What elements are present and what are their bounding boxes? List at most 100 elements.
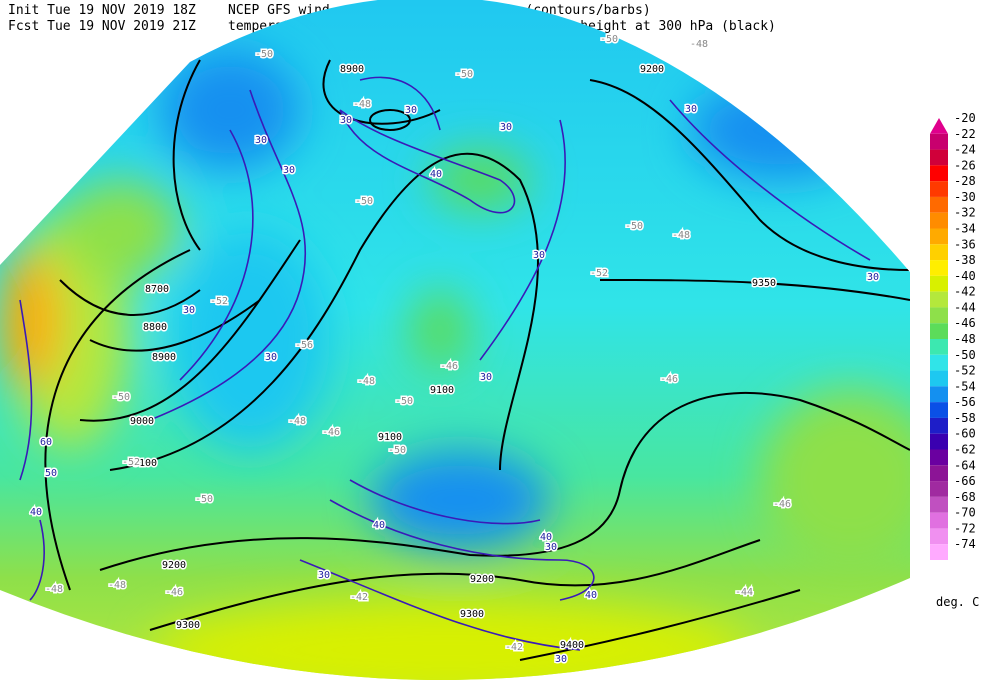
legend-label: -28 — [954, 174, 976, 188]
legend-label: -46 — [954, 316, 976, 330]
color-legend: -20 -22 -24-26 -28 -30 -32 -34-36 -38 -40 -42-44 -… — [930, 111, 979, 609]
height-label: 8900 — [340, 64, 364, 75]
temperature-label: -50 — [395, 396, 413, 407]
temperature-label: -50 — [355, 196, 373, 207]
temperature-label: -46 — [660, 374, 678, 385]
temperature-label: -56 — [295, 340, 313, 351]
wind-label: 30 — [500, 122, 512, 133]
temperature-label: -48 — [108, 580, 126, 591]
legend-label: -66 — [954, 474, 976, 488]
legend-swatch — [930, 481, 948, 497]
temperature-label: -48 — [45, 584, 63, 595]
temperature-label: -46 — [773, 499, 791, 510]
wind-label: 30 — [318, 570, 330, 581]
height-label: 9100 — [378, 432, 402, 443]
legend-label: -26 — [954, 158, 976, 172]
height-label: 9400 — [560, 640, 584, 651]
legend-swatch — [930, 465, 948, 482]
temperature-label: -42 — [505, 642, 523, 653]
legend-label: -42 — [954, 285, 976, 299]
legend-label: -74 — [954, 537, 976, 551]
wind-label: 30 — [685, 104, 697, 115]
wind-label: 30 — [555, 654, 567, 665]
legend-label: -38 — [954, 253, 976, 267]
legend-swatch — [930, 291, 948, 308]
legend-label: -22 — [954, 127, 976, 141]
legend-swatch — [930, 228, 948, 245]
legend-label: -44 — [954, 300, 976, 314]
temperature-label: -52 — [122, 457, 140, 468]
wind-label: 30 — [340, 115, 352, 126]
wind-contours — [19, 76, 871, 651]
legend-swatch — [930, 323, 948, 339]
legend-swatch — [930, 118, 948, 134]
legend-swatch — [930, 149, 948, 166]
height-label: 8800 — [143, 322, 167, 333]
legend-swatch — [930, 417, 948, 434]
legend-swatch — [930, 181, 948, 197]
legend-swatch — [930, 165, 948, 182]
legend-label: -64 — [954, 458, 976, 472]
temperature-label: -48 — [672, 230, 690, 241]
temperature-label: -48 — [690, 39, 708, 50]
wind-label: 30 — [405, 105, 417, 116]
wind-label: 30 — [283, 165, 295, 176]
legend-label: -20 — [954, 111, 976, 125]
height-contours — [44, 59, 910, 661]
wind-label: 40 — [585, 590, 597, 601]
forecast-time: Fcst Tue 19 NOV 2019 21Z — [8, 19, 196, 34]
temperature-label: -50 — [255, 49, 273, 60]
wind-label: 40 — [30, 507, 42, 518]
temperature-label: -46 — [165, 587, 183, 598]
legend-swatch — [930, 402, 948, 418]
legend-swatch — [930, 370, 948, 387]
temperature-label: -48 — [288, 416, 306, 427]
temperature-label: -50 — [195, 494, 213, 505]
legend-label: -40 — [954, 269, 976, 283]
legend-swatch — [930, 339, 948, 355]
temperature-label: -50 — [600, 34, 618, 45]
wind-label: 30 — [255, 135, 267, 146]
height-label: 9200 — [640, 64, 664, 75]
legend-swatch — [930, 244, 948, 261]
wind-label: 30 — [183, 305, 195, 316]
legend-swatch — [930, 544, 948, 560]
legend-label: -68 — [954, 490, 976, 504]
contour-labels: 8700 8800 8900 9000 9100 9200 9300 9400 9350 9200… — [29, 33, 881, 667]
legend-label: -62 — [954, 443, 976, 457]
wind-label: 40 — [430, 169, 442, 180]
height-label: 9200 — [470, 574, 494, 585]
height-label: 9300 — [176, 620, 200, 631]
height-label: 9200 — [162, 560, 186, 571]
legend-label: -72 — [954, 521, 976, 535]
legend-label: -48 — [954, 332, 976, 346]
height-label: 9350 — [752, 278, 776, 289]
legend-label: -70 — [954, 506, 976, 520]
wind-label: 30 — [867, 272, 879, 283]
legend-swatch — [930, 196, 948, 213]
wind-label: 30 — [533, 250, 545, 261]
temperature-label: -52 — [210, 296, 228, 307]
temperature-label: -42 — [350, 592, 368, 603]
wind-label: 40 — [540, 532, 552, 543]
wind-label: 30 — [545, 542, 557, 553]
temperature-label: -50 — [455, 69, 473, 80]
legend-swatch — [930, 449, 948, 466]
legend-swatch — [930, 133, 948, 150]
height-label: 8700 — [145, 284, 169, 295]
wind-label: 60 — [40, 437, 52, 448]
legend-label: -30 — [954, 190, 976, 204]
temperature-label: -46 — [440, 361, 458, 372]
legend-label: -24 — [954, 143, 976, 157]
height-label: 9000 — [130, 416, 154, 427]
legend-swatch — [930, 275, 948, 292]
legend-swatch — [930, 260, 948, 276]
legend-swatch — [930, 433, 948, 450]
temperature-label: -44 — [735, 587, 753, 598]
legend-swatch — [930, 212, 948, 229]
temperature-shading — [0, 50, 910, 680]
legend-label: -56 — [954, 395, 976, 409]
legend-label: -60 — [954, 427, 976, 441]
wind-label: 30 — [480, 372, 492, 383]
